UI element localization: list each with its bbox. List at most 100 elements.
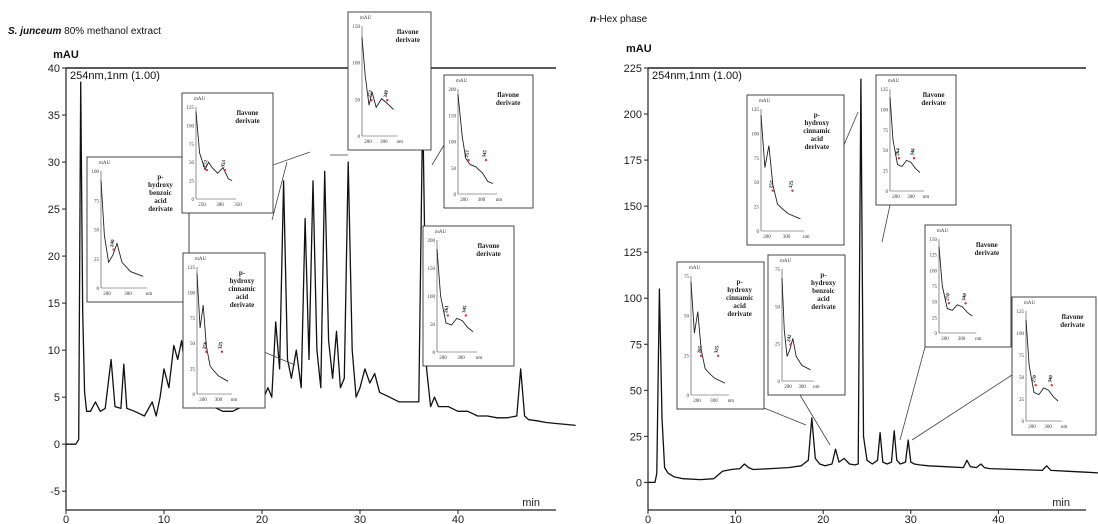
inset-compound-label: acid — [817, 295, 830, 303]
inset-frame — [422, 225, 515, 367]
inset-y-tick: 200 — [428, 239, 436, 244]
inset-leader-line — [271, 161, 288, 221]
inset-compound-label: hydroxy — [727, 286, 752, 294]
inset-peak-label: 325 — [714, 345, 720, 354]
inset-x-tick: 300 — [124, 292, 132, 297]
inset-x-tick: nm — [813, 385, 820, 390]
inset-peak-label: 261 — [444, 305, 450, 314]
x-tick-label: 40 — [992, 514, 1004, 524]
inset-x-tick: nm — [476, 356, 483, 361]
x-tick-label: 0 — [645, 514, 651, 524]
inset-peak-marker — [446, 314, 450, 317]
uv-spectrum-inset-4: mAU 0 25 50 75 200 300 nm 242 p-hydroxybenzoicaci… — [767, 254, 846, 446]
inset-y-tick: 0 — [454, 193, 457, 198]
inset-y-tick: 25 — [94, 258, 100, 263]
y-tick-label: 5 — [54, 392, 60, 404]
inset-y-tick: 125 — [188, 266, 196, 271]
inset-y-tick: 50 — [1019, 376, 1025, 381]
inset-x-tick: 200 — [103, 292, 111, 297]
inset-y-tick: 25 — [189, 180, 195, 185]
inset-y-tick: 25 — [775, 343, 781, 348]
inset-peak-label: 240 — [110, 239, 116, 248]
inset-y-tick: 0 — [1022, 420, 1025, 425]
inset-x-tick: nm — [231, 398, 238, 403]
y-tick-label: 15 — [48, 298, 60, 310]
inset-unit-label: mAU — [360, 16, 372, 21]
inset-compound-label: flavone — [478, 242, 500, 250]
inset-frame — [443, 74, 534, 209]
inset-y-tick: 50 — [684, 315, 690, 320]
inset-spectrum-line — [195, 111, 233, 182]
inset-x-tick: 300 — [478, 198, 486, 203]
inset-peak-label: 340 — [1048, 374, 1054, 383]
inset-leader-line — [911, 374, 1013, 441]
inset-compound-label: flavone — [497, 91, 519, 99]
inset-compound-label: derivate — [811, 303, 836, 311]
inset-peak-label: 242 — [787, 334, 793, 343]
inset-compound-label: acid — [154, 197, 167, 205]
inset-unit-label: mAU — [1024, 301, 1036, 306]
inset-compound-label: derivate — [975, 249, 1000, 257]
inset-leader-line — [763, 407, 807, 426]
x-tick-label: 20 — [817, 514, 829, 524]
inset-peak-label: 256 — [203, 341, 209, 350]
inset-y-tick: 0 — [192, 198, 195, 203]
inset-compound-label: hydroxy — [804, 119, 829, 127]
y-tick-label: 0 — [54, 439, 60, 451]
inset-y-tick: 50 — [883, 149, 889, 154]
inset-peak-marker — [789, 343, 792, 346]
y-tick-label: 175 — [624, 155, 642, 167]
inset-peak-marker — [771, 189, 775, 192]
inset-y-tick: 100 — [1017, 332, 1025, 337]
inset-spectrum-line — [361, 36, 394, 110]
inset-x-tick: nm — [396, 140, 403, 145]
inset-x-tick: 300 — [457, 356, 465, 361]
x-axis-label: min — [522, 497, 540, 509]
inset-compound-label: acid — [236, 293, 249, 301]
inset-x-tick: nm — [728, 399, 735, 404]
series-line-1 — [66, 81, 576, 445]
inset-peak-label: 272 — [368, 89, 374, 98]
inset-unit-label: mAU — [888, 79, 900, 84]
inset-y-tick: 0 — [886, 190, 889, 195]
inset-compound-label: derivate — [230, 301, 255, 309]
inset-y-tick: 100 — [930, 269, 938, 274]
inset-y-tick: 100 — [187, 124, 195, 129]
inset-y-tick: 50 — [355, 98, 361, 103]
uv-spectrum-inset-6: mAU 0 50 100 150 200 200 300 nm 261 345 flavonederi… — [422, 225, 515, 367]
inset-peak-label: 270 — [945, 293, 951, 302]
chart-title-rest: 80% methanol extract — [61, 26, 161, 37]
inset-peak-label: 325 — [218, 341, 224, 350]
inset-peak-label: 346 — [910, 148, 916, 157]
inset-frame — [181, 92, 274, 214]
inset-compound-label: p- — [157, 173, 164, 181]
inset-frame — [182, 252, 266, 409]
y-tick-label: 40 — [48, 63, 60, 75]
chart-title-rest: -Hex phase — [596, 14, 648, 25]
chart-title-italic: n — [590, 14, 596, 25]
inset-compound-label: acid — [733, 302, 746, 310]
inset-x-tick: 200 — [784, 385, 792, 390]
inset-unit-label: mAU — [456, 79, 468, 84]
x-axis-label: min — [1052, 497, 1070, 509]
inset-x-tick: 300 — [380, 140, 388, 145]
inset-x-tick: 300 — [958, 337, 966, 342]
inset-y-tick: 75 — [684, 275, 690, 280]
y-tick-label: 20 — [48, 251, 60, 263]
uv-spectrum-inset-3: mAU 0 25 50 75 100 125 200 300 nm 256 325 p-hydroxyc… — [182, 252, 296, 409]
wavelength-label: 254nm,1nm (1.00) — [70, 70, 160, 82]
inset-y-tick: 0 — [433, 351, 436, 356]
inset-compound-label: p- — [239, 269, 246, 277]
inset-y-tick: 50 — [190, 342, 196, 347]
inset-peak-label: 257 — [465, 149, 471, 158]
inset-x-tick: nm — [923, 195, 930, 200]
inset-y-tick: 50 — [932, 301, 938, 306]
x-tick-label: 10 — [729, 514, 741, 524]
inset-y-tick: 75 — [189, 143, 195, 148]
inset-peak-marker — [223, 168, 227, 172]
inset-y-tick: 75 — [754, 157, 760, 162]
inset-y-tick: 150 — [930, 238, 938, 243]
inset-x-tick: 200 — [763, 235, 771, 240]
inset-x-tick: 300 — [798, 385, 806, 390]
